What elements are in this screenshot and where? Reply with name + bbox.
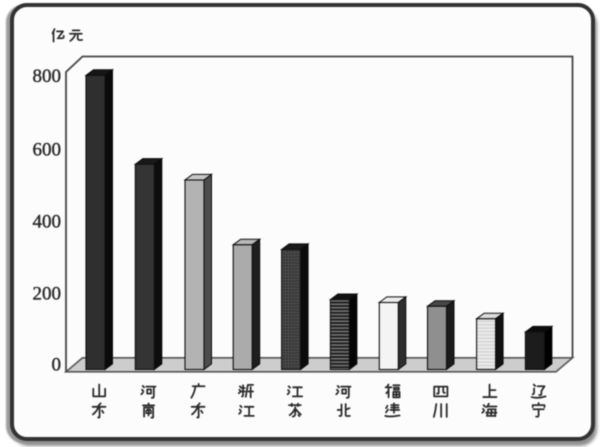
svg-text:200: 200 (33, 283, 62, 304)
svg-text:600: 600 (33, 139, 62, 160)
svg-text:0: 0 (52, 354, 62, 375)
svg-text:400: 400 (33, 212, 62, 233)
svg-text:800: 800 (33, 66, 62, 87)
